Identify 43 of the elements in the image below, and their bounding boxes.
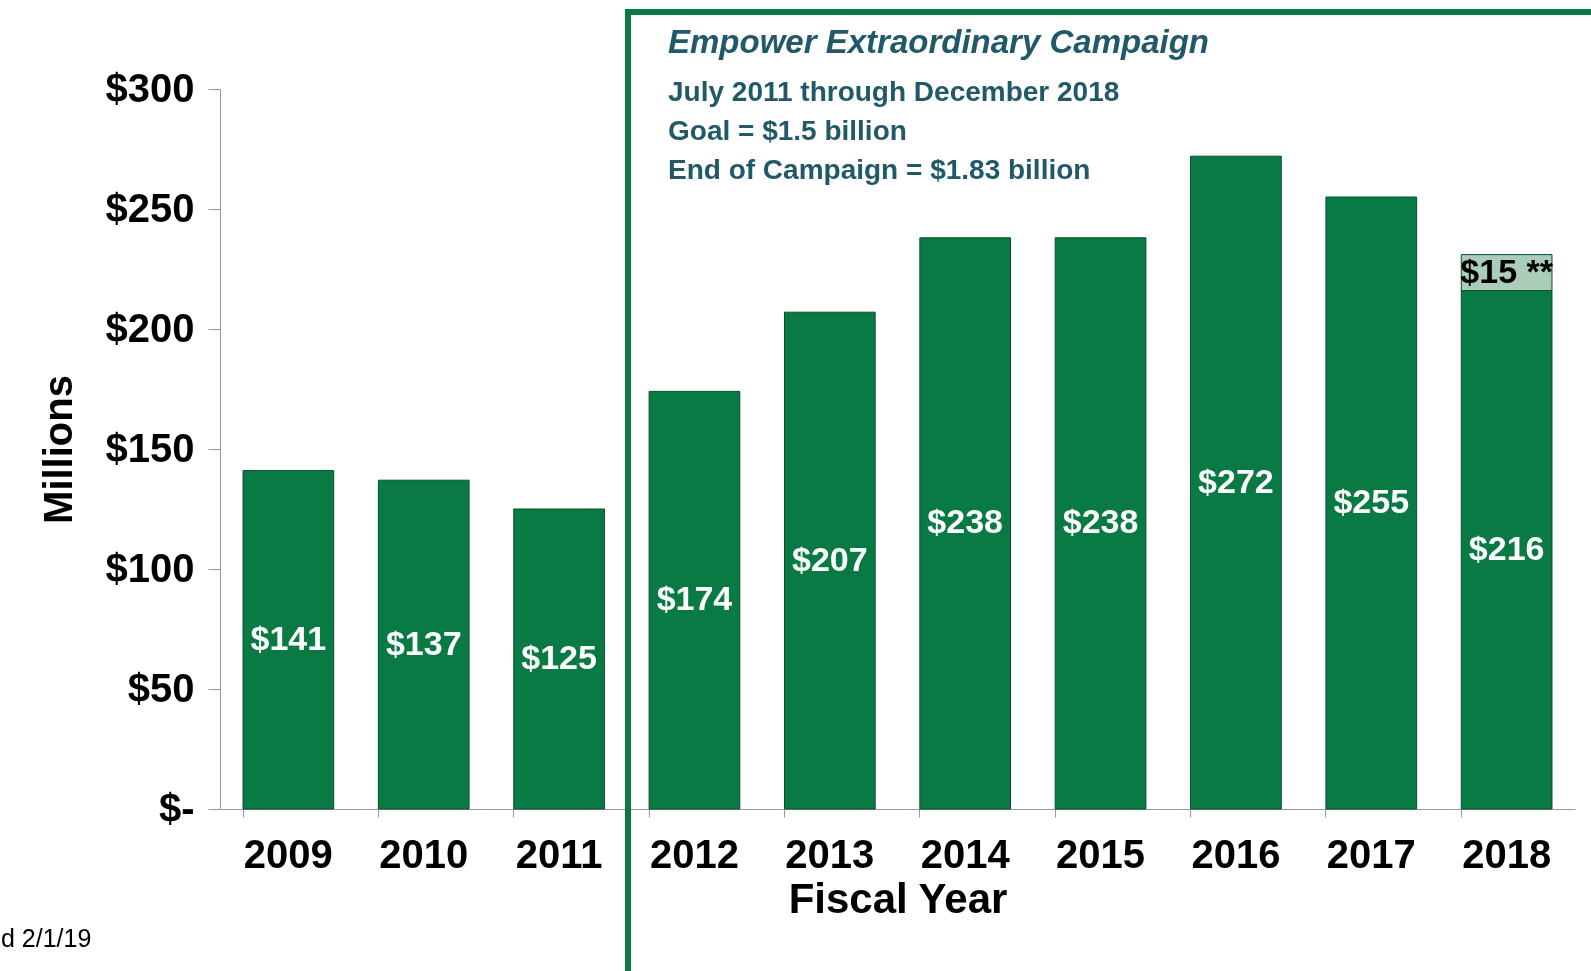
y-tick-label: $300 xyxy=(105,65,195,110)
bar xyxy=(377,479,470,810)
annotation: July 2011 through December 2018 xyxy=(668,76,1120,107)
bar xyxy=(783,311,876,810)
annotation: Goal = $1.5 billion xyxy=(668,115,907,146)
data-label: $238 xyxy=(927,502,1003,541)
x-tick-label: 2014 xyxy=(920,831,1011,876)
y-axis-title: Millions xyxy=(35,375,80,524)
x-tick-label: 2011 xyxy=(515,831,603,876)
bar xyxy=(1054,237,1147,810)
x-tick-label: 2015 xyxy=(1056,831,1146,876)
data-label: $255 xyxy=(1333,482,1410,520)
y-tick-label: $- xyxy=(158,785,195,830)
data-label: $174 xyxy=(656,579,733,618)
x-tick-label: 2009 xyxy=(243,831,333,876)
data-label: $238 xyxy=(1062,502,1139,541)
y-tick-label: $50 xyxy=(127,665,195,710)
data-label: $125 xyxy=(521,638,597,676)
y-tick-label: $100 xyxy=(105,545,195,590)
y-tick-label: $200 xyxy=(105,305,195,350)
data-label: $216 xyxy=(1468,528,1545,567)
bar xyxy=(919,237,1012,810)
x-tick-label: 2013 xyxy=(785,831,875,876)
bar xyxy=(1325,196,1418,810)
bar xyxy=(513,508,605,810)
chart-title: Empower Extraordinary Campaign xyxy=(668,23,1209,60)
x-tick-label: 2017 xyxy=(1326,831,1416,876)
text: d 2/1/19 xyxy=(1,924,92,952)
annotation: End of Campaign = $1.83 billion xyxy=(668,154,1091,185)
x-tick-label: 2012 xyxy=(649,831,739,876)
bar xyxy=(648,390,741,810)
x-tick-label: 2010 xyxy=(379,831,469,876)
y-tick-label: $150 xyxy=(105,425,195,470)
data-label: $137 xyxy=(385,623,462,662)
bar xyxy=(1190,155,1282,810)
data-label: $272 xyxy=(1198,461,1274,500)
bar xyxy=(242,470,335,810)
x-tick-label: 2016 xyxy=(1191,831,1281,876)
y-tick-label: $250 xyxy=(105,185,195,230)
x-tick-label: 2018 xyxy=(1462,831,1552,876)
data-label: $141 xyxy=(250,618,327,657)
x-axis-title: Fiscal Year xyxy=(788,874,1008,922)
data-label: $207 xyxy=(792,539,868,578)
